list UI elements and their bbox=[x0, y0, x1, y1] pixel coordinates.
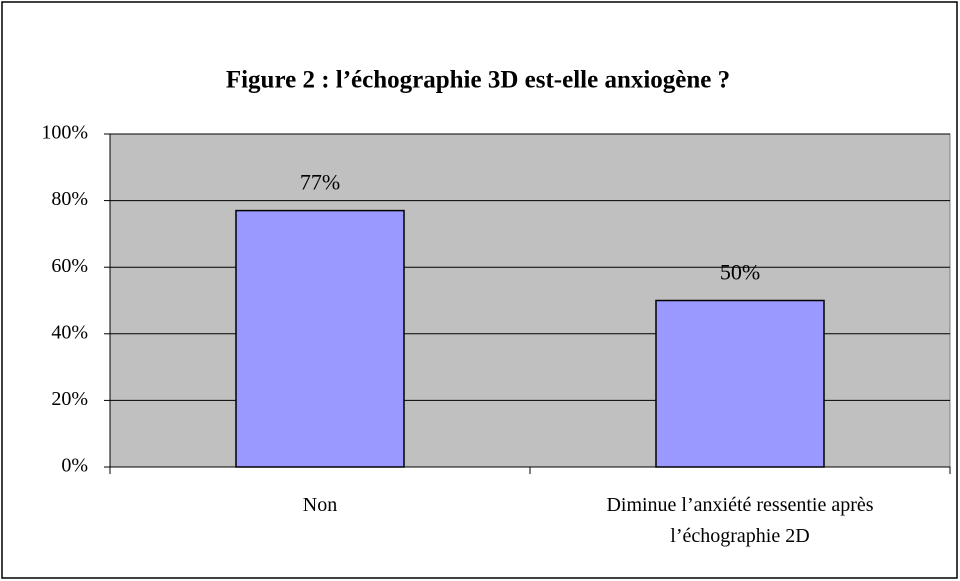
y-tick-label: 100% bbox=[41, 122, 88, 144]
data-label: 50% bbox=[720, 260, 760, 285]
y-tick-label: 40% bbox=[51, 321, 88, 343]
y-tick-label: 80% bbox=[51, 188, 88, 210]
y-tick-label: 20% bbox=[51, 388, 88, 410]
bar bbox=[655, 299, 825, 468]
bar bbox=[235, 209, 405, 468]
x-tick-label: Diminue l’anxiété ressentie après l’écho… bbox=[606, 494, 874, 547]
x-tick-label: Non bbox=[302, 494, 338, 516]
y-tick-label: 60% bbox=[51, 255, 88, 277]
chart-title: Figure 2 : l’échographie 3D est-elle anx… bbox=[226, 67, 730, 94]
y-tick-label: 0% bbox=[61, 455, 88, 477]
data-label: 77% bbox=[300, 170, 340, 195]
